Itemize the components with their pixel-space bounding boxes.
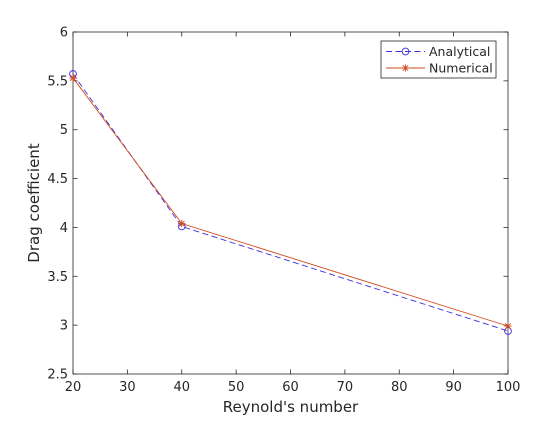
y-tick-label: 6 <box>60 26 68 41</box>
data-point-numerical <box>69 74 76 81</box>
plot-area <box>73 32 508 374</box>
y-tick-label: 2.5 <box>47 368 68 383</box>
y-axis-label: Drag coefficient <box>25 143 43 263</box>
x-axis-label: Reynold's number <box>223 398 359 416</box>
y-tick-label: 3 <box>60 319 68 334</box>
x-tick-label: 70 <box>337 380 354 395</box>
data-point-numerical <box>504 323 511 330</box>
legend: Analytical Numerical <box>381 41 496 78</box>
y-tick-label: 5.5 <box>47 74 68 89</box>
y-tick-label: 4 <box>60 221 68 236</box>
y-tick-label: 4.5 <box>47 172 68 187</box>
x-tick-label: 40 <box>173 380 190 395</box>
data-point-numerical <box>178 220 185 227</box>
x-tick-label: 90 <box>445 380 462 395</box>
legend-label-numerical: Numerical <box>429 61 493 76</box>
x-tick-label: 100 <box>496 380 521 395</box>
legend-label-analytical: Analytical <box>429 44 490 59</box>
x-tick-label: 30 <box>119 380 136 395</box>
x-tick-label: 50 <box>228 380 245 395</box>
y-tick-label: 5 <box>60 123 68 138</box>
x-tick-label: 80 <box>391 380 408 395</box>
legend-marker-numerical <box>402 64 409 71</box>
x-tick-label: 60 <box>282 380 299 395</box>
y-tick-label: 3.5 <box>47 270 68 285</box>
